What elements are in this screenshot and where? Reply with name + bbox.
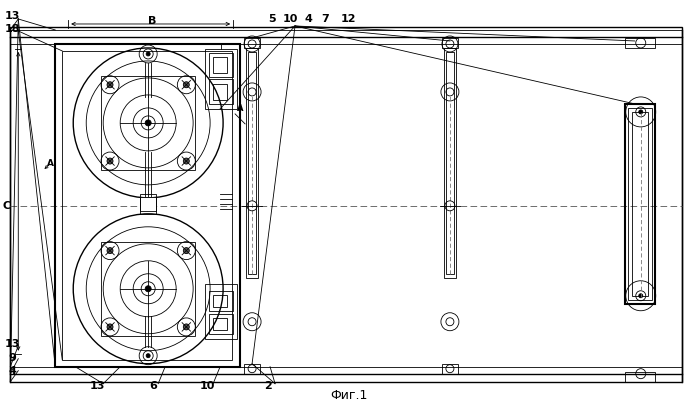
Circle shape xyxy=(184,324,189,330)
Bar xyxy=(625,104,655,304)
Text: 12: 12 xyxy=(340,14,356,24)
Circle shape xyxy=(639,294,643,298)
Circle shape xyxy=(107,324,113,330)
Bar xyxy=(55,44,240,367)
Bar xyxy=(248,52,256,274)
Bar xyxy=(246,48,258,278)
Text: 13: 13 xyxy=(5,11,20,21)
Bar xyxy=(213,295,227,307)
Bar xyxy=(10,27,682,382)
Text: 18: 18 xyxy=(4,24,20,34)
Text: 4: 4 xyxy=(8,366,16,376)
Bar xyxy=(205,284,237,339)
Text: А: А xyxy=(237,104,244,114)
Circle shape xyxy=(639,110,643,114)
Bar xyxy=(62,51,232,360)
Bar xyxy=(628,108,652,300)
Bar xyxy=(213,318,227,330)
Text: А: А xyxy=(47,159,54,168)
Bar xyxy=(625,372,655,382)
Bar xyxy=(101,76,195,170)
Bar xyxy=(213,57,227,73)
Bar xyxy=(209,314,233,334)
Bar xyxy=(101,242,195,336)
Bar xyxy=(625,38,655,48)
Circle shape xyxy=(145,120,151,126)
Circle shape xyxy=(107,248,113,254)
Text: 7: 7 xyxy=(321,14,329,24)
Circle shape xyxy=(107,82,113,88)
Bar xyxy=(209,53,233,77)
Bar xyxy=(444,48,456,278)
Bar xyxy=(209,79,233,104)
Text: Фиг.1: Фиг.1 xyxy=(330,389,368,402)
Circle shape xyxy=(146,52,150,56)
Bar xyxy=(140,194,156,214)
Text: 13: 13 xyxy=(5,339,20,349)
Bar xyxy=(446,52,454,274)
Bar xyxy=(140,197,156,211)
Bar xyxy=(205,49,237,109)
Bar xyxy=(632,112,648,296)
Bar xyxy=(442,38,458,48)
Text: 6: 6 xyxy=(149,381,157,391)
Text: В: В xyxy=(148,16,156,26)
Bar xyxy=(442,364,458,374)
Circle shape xyxy=(146,354,150,358)
Circle shape xyxy=(184,158,189,164)
Text: С: С xyxy=(2,201,10,211)
Text: 9: 9 xyxy=(8,353,16,363)
Circle shape xyxy=(184,248,189,254)
Text: 10: 10 xyxy=(283,14,298,24)
Text: 10: 10 xyxy=(200,381,215,391)
Bar xyxy=(213,84,227,100)
Text: 2: 2 xyxy=(265,381,272,391)
Circle shape xyxy=(145,286,151,292)
Circle shape xyxy=(184,82,189,88)
Text: 5: 5 xyxy=(268,14,276,24)
Bar xyxy=(244,38,260,48)
Text: 13: 13 xyxy=(89,381,105,391)
Text: 4: 4 xyxy=(304,14,312,24)
Bar xyxy=(244,364,260,374)
Circle shape xyxy=(107,158,113,164)
Bar xyxy=(209,291,233,311)
